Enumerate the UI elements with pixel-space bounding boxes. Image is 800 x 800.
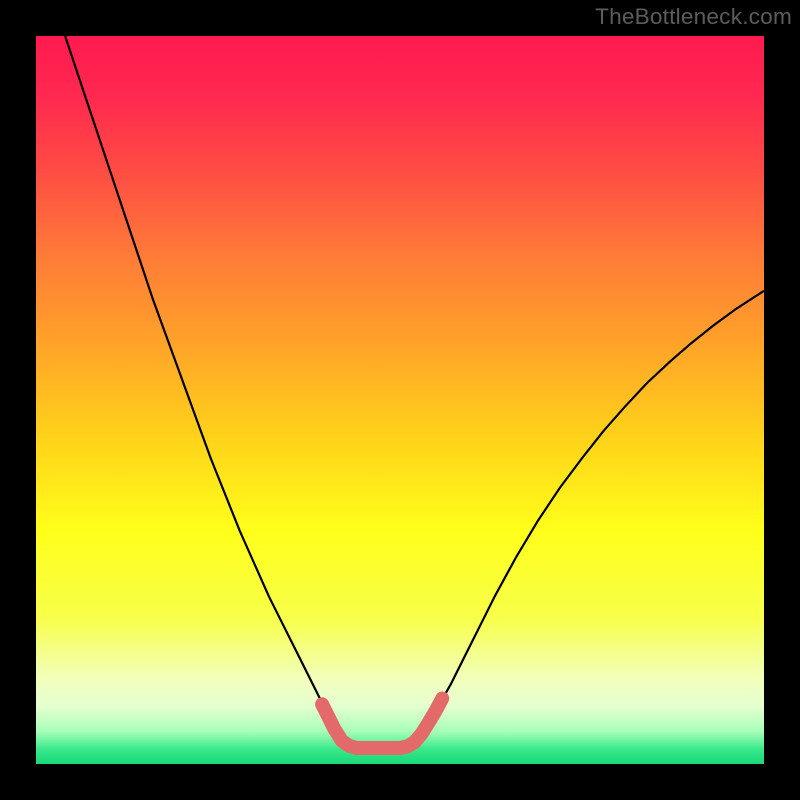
frame-border-bottom xyxy=(0,764,800,800)
watermark-text: TheBottleneck.com xyxy=(595,4,792,30)
optimal-range-highlight xyxy=(322,698,442,748)
frame-border-right xyxy=(764,0,800,800)
plot-area xyxy=(36,36,764,764)
frame-border-left xyxy=(0,0,36,800)
curve-overlay xyxy=(36,36,764,764)
bottleneck-curve xyxy=(65,36,764,748)
chart-frame: TheBottleneck.com xyxy=(0,0,800,800)
